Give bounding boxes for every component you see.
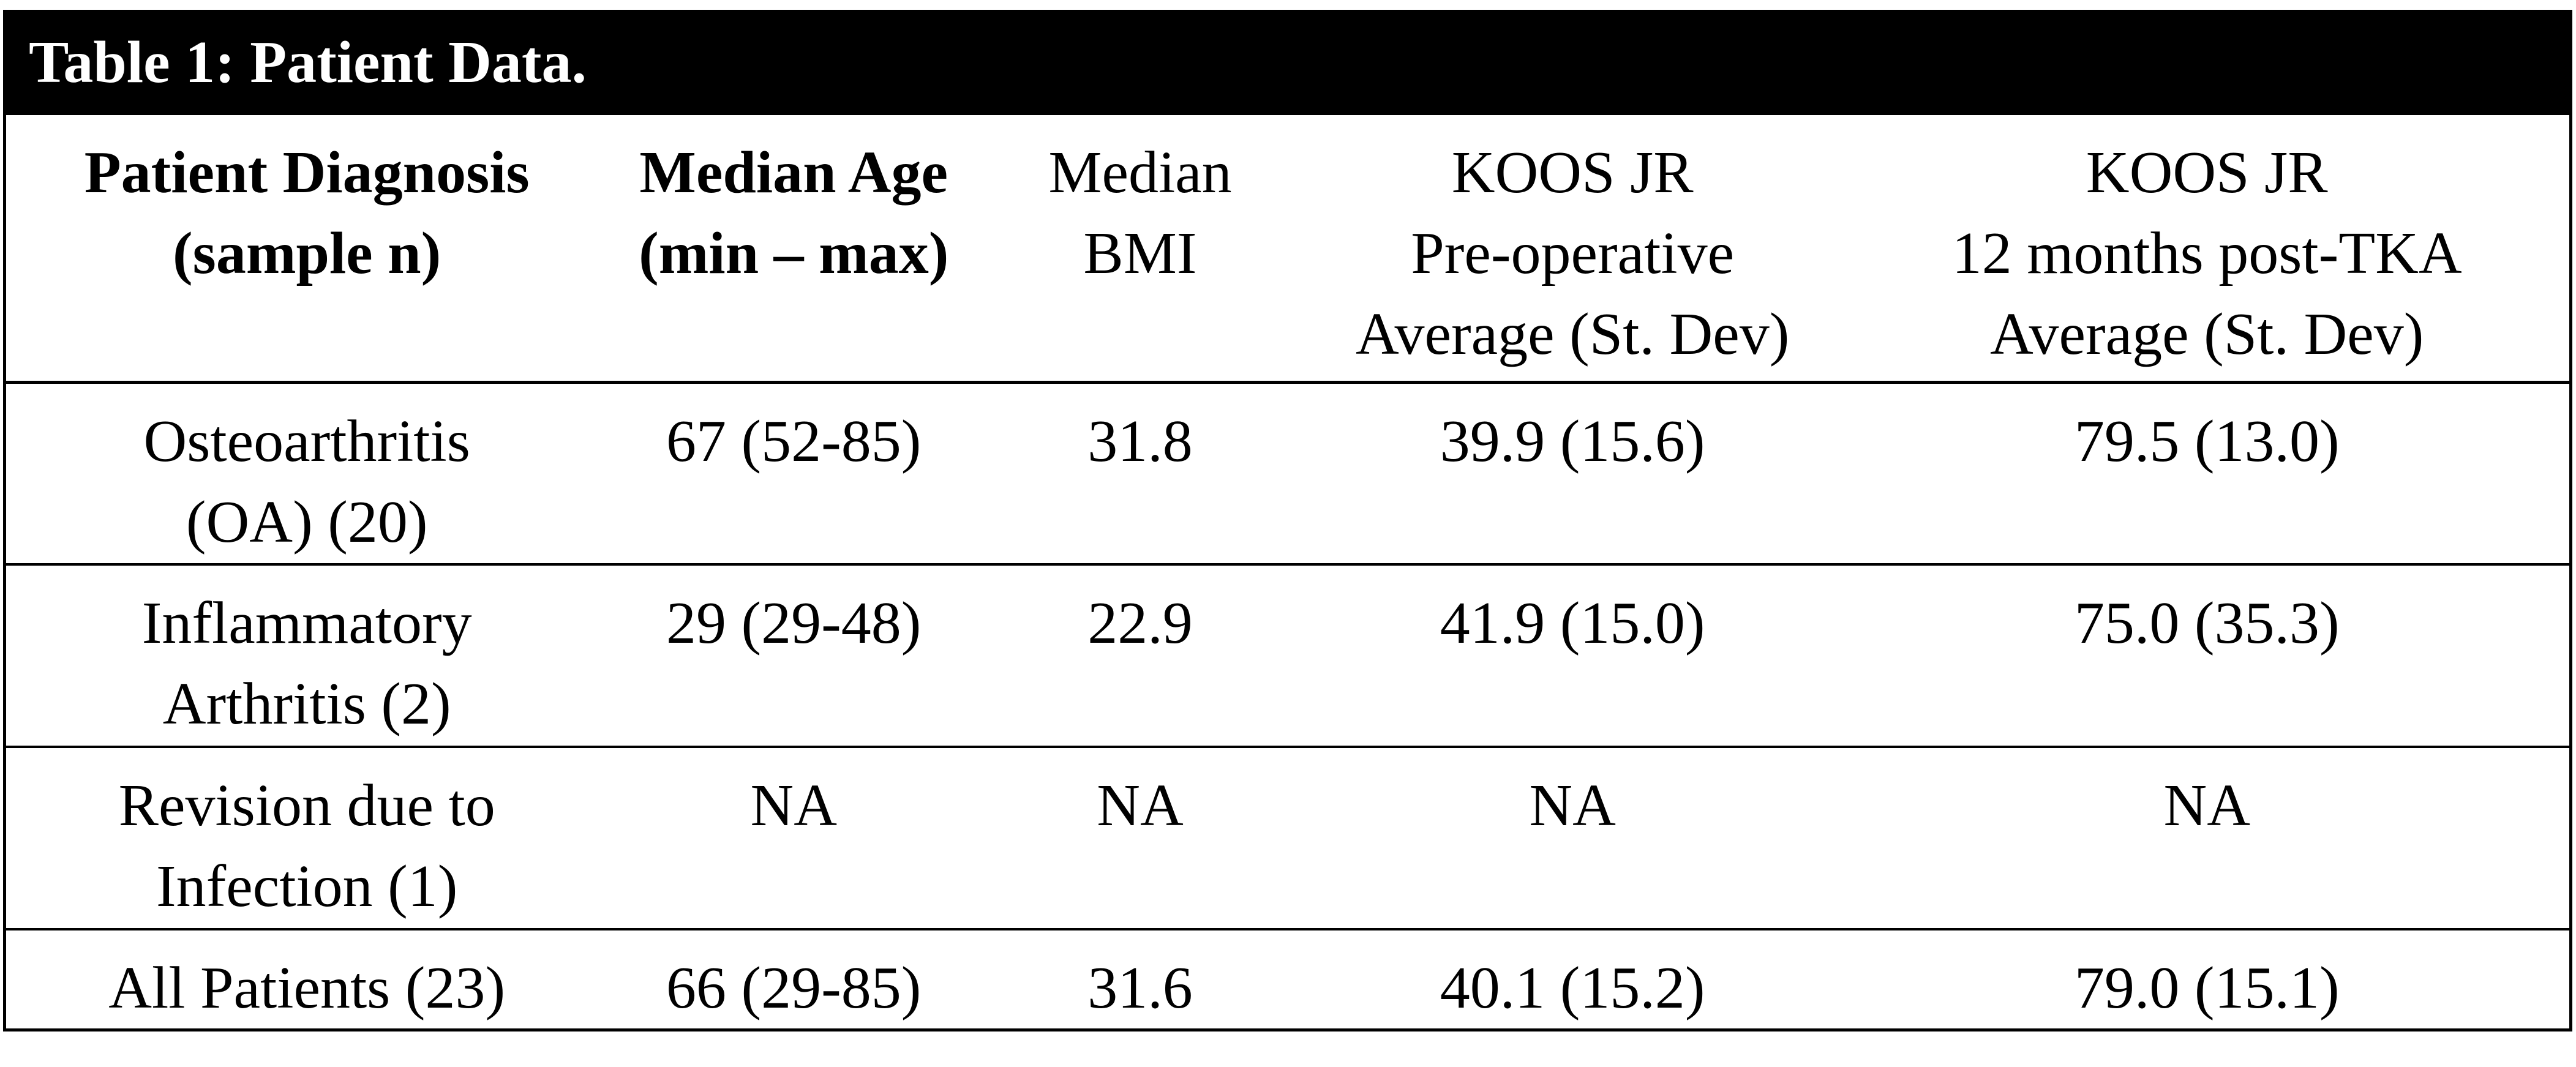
header-line: Median <box>1048 140 1232 206</box>
cell-diagnosis: Osteoarthritis (OA) (20) <box>4 382 608 566</box>
cell-diagnosis: Inflammatory Arthritis (2) <box>4 564 608 748</box>
header-median-bmi: Median BMI <box>980 115 1301 384</box>
cell-median-age: 66 (29-85) <box>666 955 922 1021</box>
header-koos-post: KOOS JR 12 months post-TKA Average (St. … <box>1844 115 2571 384</box>
cell-koos-pre: 41.9 (15.0) <box>1300 564 1845 748</box>
header-line: Pre-operative <box>1411 220 1735 286</box>
cell-median-age: 67 (52-85) <box>607 382 980 566</box>
cell-line: (OA) (20) <box>186 489 428 555</box>
table-header-row: Patient Diagnosis (sample n) Median Age … <box>4 115 2571 384</box>
cell-line: Arthritis (2) <box>162 671 451 737</box>
cell-koos-post: 75.0 (35.3) <box>1844 564 2571 748</box>
header-line: Average (St. Dev) <box>1355 301 1790 367</box>
cell-median-age: NA <box>607 747 980 930</box>
cell-line: Revision due to <box>118 773 495 839</box>
cell-koos-post: 79.0 (15.1) <box>2074 955 2340 1021</box>
table-row: All Patients (23) 66 (29-85) 31.6 40.1 (… <box>5 929 2571 1030</box>
patient-data-table-container: Table 1: Patient Data. Patient Diagnosis… <box>3 10 2572 1031</box>
cell-koos-post: 79.5 (13.0) <box>1844 382 2571 566</box>
table-title: Table 1: Patient Data. <box>3 10 2572 115</box>
header-line: BMI <box>1083 220 1197 286</box>
header-line: KOOS JR <box>1451 140 1694 206</box>
header-line: (sample n) <box>173 220 441 286</box>
cell-line: Infection (1) <box>156 853 458 919</box>
header-line: Patient Diagnosis <box>84 140 530 206</box>
patient-data-table: Patient Diagnosis (sample n) Median Age … <box>3 115 2572 1031</box>
header-median-age: Median Age (min – max) <box>607 115 980 384</box>
header-line: Median Age <box>639 140 948 206</box>
cell-koos-pre: NA <box>1300 747 1845 930</box>
cell-koos-post: NA <box>1844 747 2571 930</box>
header-patient-diagnosis: Patient Diagnosis (sample n) <box>4 115 608 384</box>
header-line: Average (St. Dev) <box>1990 301 2424 367</box>
cell-diagnosis: All Patients (23) <box>5 929 608 1030</box>
cell-median-bmi: 31.6 <box>1087 955 1193 1021</box>
table-row: Osteoarthritis (OA) (20) 67 (52-85) 31.8… <box>4 382 2571 566</box>
cell-median-bmi: NA <box>980 747 1301 930</box>
cell-line: Osteoarthritis <box>143 408 470 474</box>
cell-diagnosis: Revision due to Infection (1) <box>4 747 608 930</box>
cell-koos-pre: 40.1 (15.2) <box>1440 955 1705 1021</box>
header-line: KOOS JR <box>2086 140 2328 206</box>
cell-median-bmi: 22.9 <box>980 564 1301 748</box>
table-row: Inflammatory Arthritis (2) 29 (29-48) 22… <box>4 564 2571 748</box>
header-line: (min – max) <box>639 220 949 286</box>
table-row: Revision due to Infection (1) NA NA NA N… <box>4 747 2571 930</box>
header-line: 12 months post-TKA <box>1951 220 2462 286</box>
cell-koos-pre: 39.9 (15.6) <box>1300 382 1845 566</box>
cell-line: All Patients (23) <box>108 955 506 1021</box>
cell-median-age: 29 (29-48) <box>607 564 980 748</box>
cell-median-bmi: 31.8 <box>980 382 1301 566</box>
header-koos-pre: KOOS JR Pre-operative Average (St. Dev) <box>1300 115 1845 384</box>
cell-line: Inflammatory <box>141 590 472 656</box>
